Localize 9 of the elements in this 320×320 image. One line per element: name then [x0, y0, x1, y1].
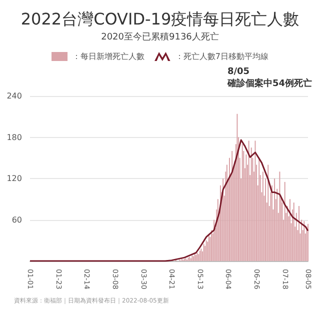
- y-tick-label: 240: [6, 92, 22, 100]
- y-tick-label: 120: [6, 174, 22, 183]
- y-tick-label: 60: [12, 215, 22, 224]
- chart-title: 2022台灣COVID-19疫情每日死亡人數: [20, 10, 300, 28]
- legend-label: ：死亡人數7日移動平均線: [175, 52, 268, 61]
- y-tick-label: 180: [6, 132, 22, 142]
- text: 8/05 確診個案中54例死亡: [226, 67, 312, 89]
- chart-subtitle: 2020至今已累積9136人死亡: [101, 32, 219, 42]
- legend-label: ：每日新增死亡人數: [72, 52, 145, 61]
